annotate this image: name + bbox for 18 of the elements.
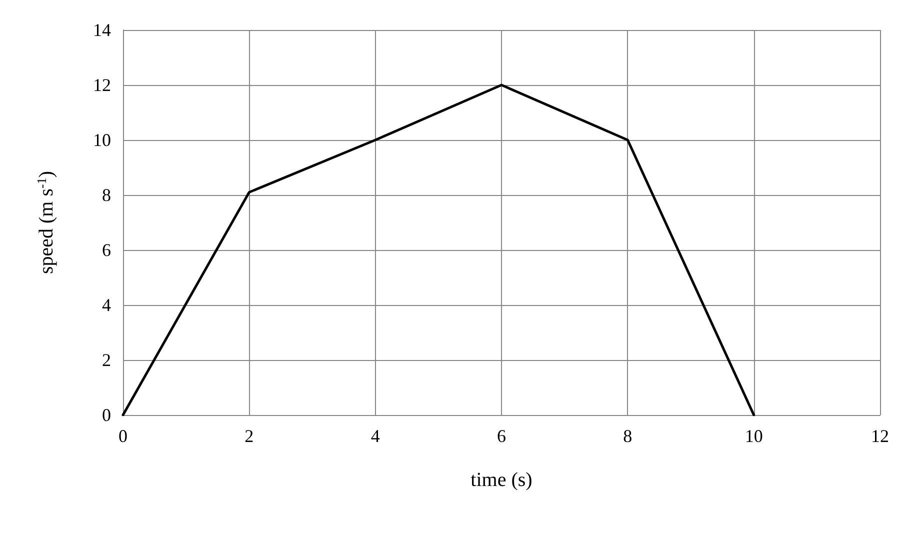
y-tick-label: 12 [93, 75, 111, 95]
x-tick-label: 8 [623, 426, 632, 446]
x-axis-title: time (s) [470, 469, 532, 491]
x-tick-label: 10 [744, 426, 763, 446]
y-tick-label: 10 [93, 130, 111, 150]
y-tick-label: 14 [93, 20, 111, 40]
line-series [122, 84, 756, 416]
y-tick-label: 2 [102, 350, 111, 370]
x-tick-label: 2 [244, 426, 254, 446]
x-tick-label: 12 [871, 426, 889, 446]
x-tick-label: 0 [118, 426, 128, 446]
y-tick-label: 8 [102, 185, 111, 205]
y-axis-title: speed (m s-1) [34, 170, 58, 274]
x-tick-label: 4 [370, 426, 380, 446]
x-tick-label: 6 [497, 426, 506, 446]
y-tick-label: 0 [102, 405, 111, 425]
y-tick-label: 6 [102, 240, 111, 260]
y-tick-label: 4 [102, 295, 111, 315]
